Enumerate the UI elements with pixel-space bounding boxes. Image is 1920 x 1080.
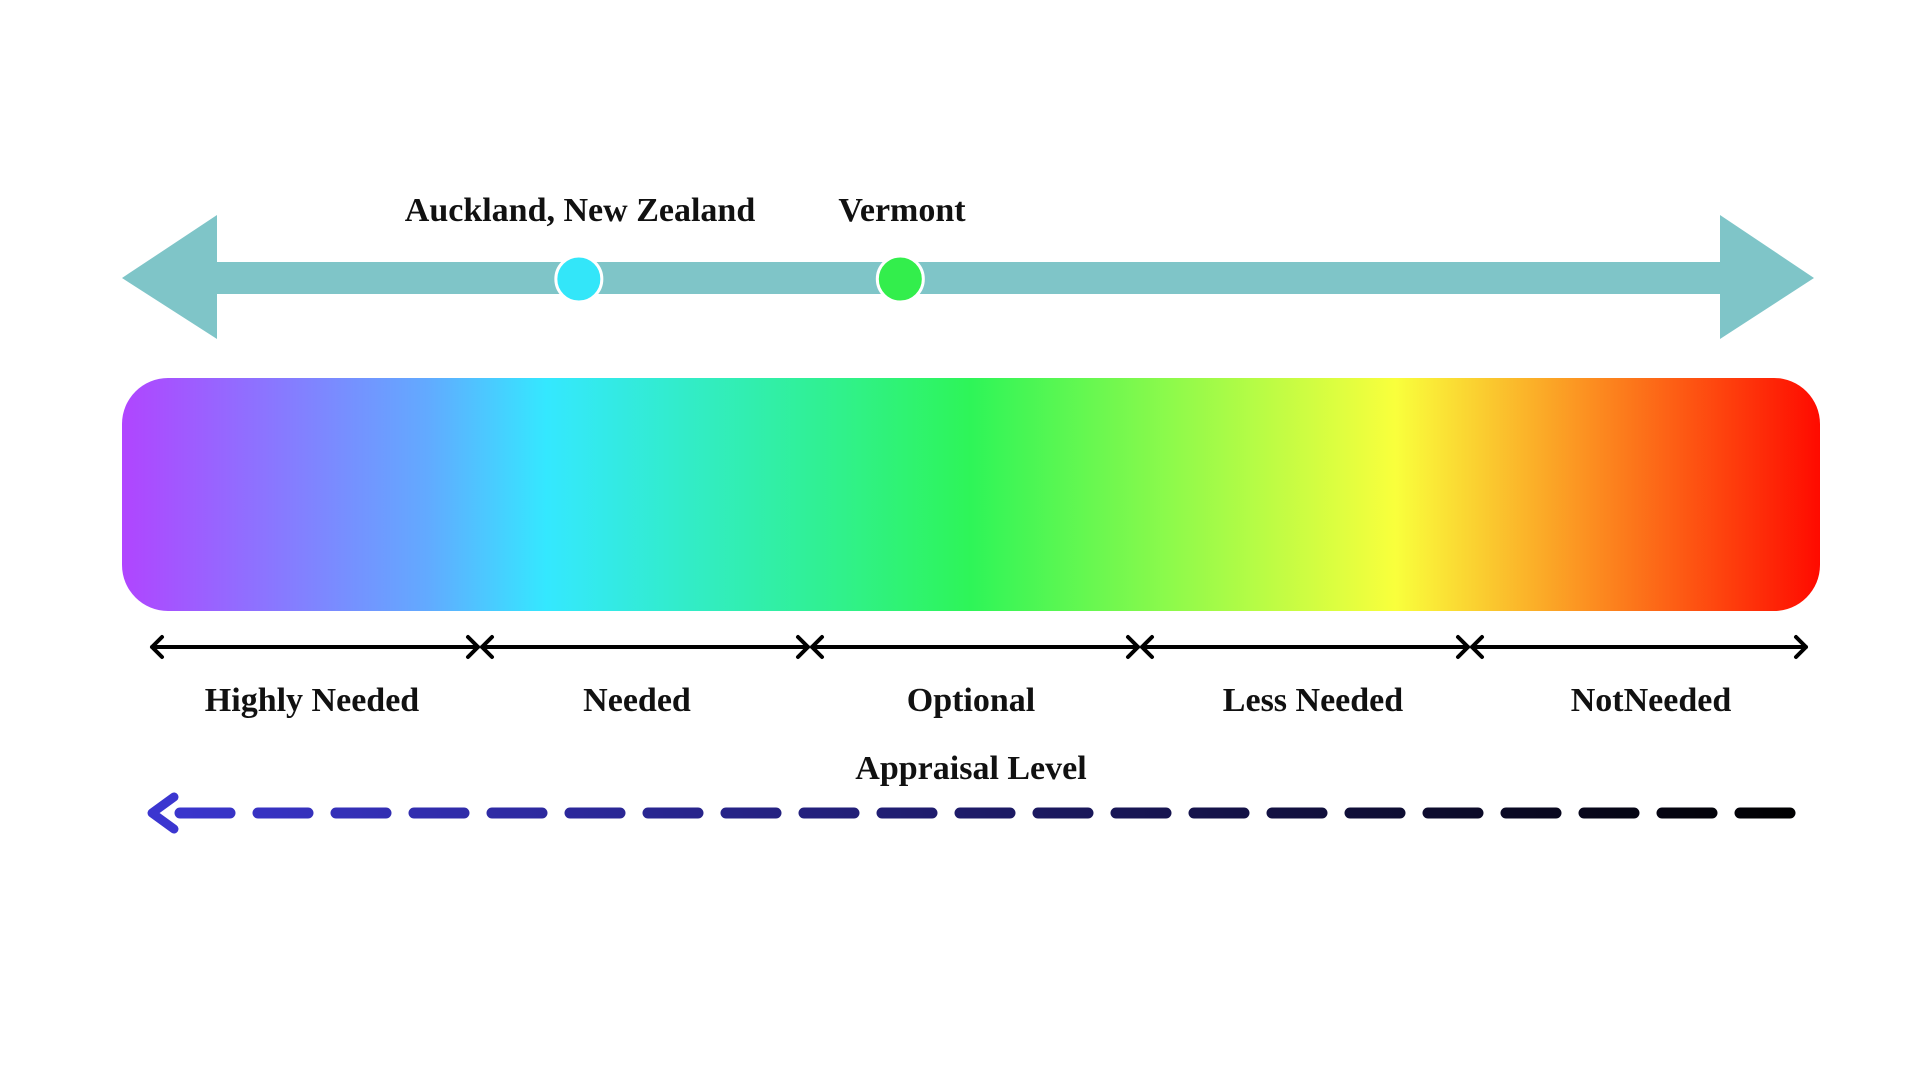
category-label-not-needed: NotNeeded [1570,682,1732,719]
location-label-vermont: Vermont [838,192,966,229]
category-range-arrows [150,635,1808,659]
location-markers [554,254,925,304]
range-arrow-2 [480,635,810,659]
category-label-less-needed: Less Needed [1222,682,1404,719]
range-arrow-5 [1470,635,1808,659]
category-label-highly-needed: Highly Needed [204,682,420,719]
range-arrow-4 [1140,635,1470,659]
range-arrow-3 [810,635,1140,659]
appraisal-axis-label: Appraisal Level [855,750,1087,787]
category-label-optional: Optional [906,682,1036,719]
location-label-auckland: Auckland, New Zealand [404,192,756,229]
scale-arrow [122,215,1814,339]
category-label-needed: Needed [583,682,691,719]
appraisal-axis-arrowhead [147,792,179,834]
location-marker-vermont [875,254,925,304]
spectrum-bar [122,378,1820,611]
location-marker-auckland [554,254,604,304]
range-arrow-1 [150,635,480,659]
